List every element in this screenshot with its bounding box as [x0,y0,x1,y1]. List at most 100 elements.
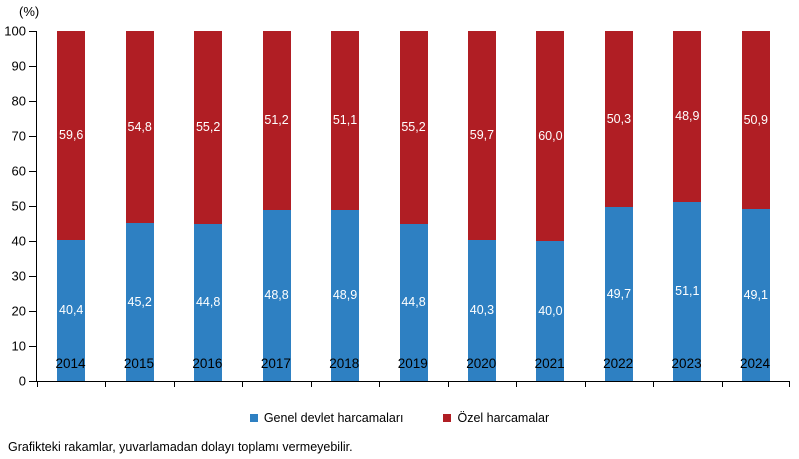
bar-value-label: 45,2 [127,294,152,309]
y-axis-tick-label: 70 [11,128,26,144]
x-axis-category-label: 2018 [329,356,360,371]
bar-value-label: 48,8 [264,288,289,303]
bar-value-label: 44,8 [195,295,221,310]
x-axis-tick [789,382,790,387]
y-axis-tick-label: 90 [11,58,26,74]
x-axis-tick [584,382,586,387]
x-axis-tick [721,382,723,387]
x-axis-category-label: 2016 [192,356,223,371]
bar-segment-genel-devlet-harcamalari: 45,2 [125,222,154,381]
x-axis-tick [379,382,381,387]
bar-value-label: 48,9 [675,109,700,124]
bar-segment-ozel-harcamalar: 55,2 [194,31,223,225]
bar-segment-ozel-harcamalar: 50,3 [604,31,633,208]
bar-segment-genel-devlet-harcamalari: 40,3 [467,239,496,381]
plot-area: 0 10 20 30 40 50 60 70 80 90 100 59,6 40,4 54,8 45,2 55… [4,25,790,388]
bar-value-label: 60,0 [538,128,563,143]
bar-column: 59,6 40,4 [57,31,86,381]
legend-label: Özel harcamalar [457,411,550,425]
bar-segment-genel-devlet-harcamalari: 49,7 [604,207,633,381]
bar-column: 50,3 49,7 [604,31,633,381]
bar-column: 59,7 40,3 [467,31,496,381]
bar-segment-ozel-harcamalar: 50,9 [741,31,770,210]
legend-item: Genel devlet harcamaları [249,411,404,425]
y-axis-tick-label: 0 [18,373,26,389]
x-axis-category-label: 2019 [397,356,428,371]
bar-value-label: 55,2 [195,120,221,135]
legend: Genel devlet harcamaları Özel harcamalar [0,411,799,425]
y-axis-tick-label: 40 [11,233,26,249]
x-axis-tick [242,382,244,387]
x-axis-tick [447,382,449,387]
x-axis-category-label: 2014 [55,356,86,371]
footnote: Grafikteki rakamlar, yuvarlamadan dolayı… [8,440,353,454]
bar-column: 55,2 44,8 [194,31,223,381]
x-axis-tick [173,382,175,387]
bar-column: 60,0 40,0 [536,31,565,381]
y-axis-tick [29,30,36,32]
bar-segment-genel-devlet-harcamalari: 51,1 [673,202,702,381]
bar-segment-genel-devlet-harcamalari: 40,0 [536,241,565,381]
bar-value-label: 51,1 [675,284,700,299]
y-axis-tick-label: 100 [4,23,26,39]
y-axis-tick-label: 10 [11,338,26,354]
x-axis-category-label: 2024 [740,356,771,371]
y-axis-tick-label: 80 [11,93,26,109]
bar-value-label: 49,7 [606,286,632,301]
y-axis-tick [29,170,36,172]
y-axis-tick-label: 60 [11,163,26,179]
y-axis-tick [29,205,36,207]
legend-item: Özel harcamalar [443,411,549,425]
y-axis-tick [29,65,36,67]
bar-value-label: 50,3 [606,111,632,126]
legend-swatch-icon [443,414,452,422]
x-axis-tick [516,382,518,387]
bar-value-label: 51,2 [264,113,289,128]
bar-value-label: 55,2 [401,120,426,135]
x-axis-tick [310,382,312,387]
bar-value-label: 40,3 [469,303,495,318]
x-axis-tick [37,382,38,387]
bar-column: 54,8 45,2 [125,31,154,381]
x-axis-category-label: 2021 [534,356,565,371]
bar-value-label: 50,9 [743,112,768,127]
bar-segment-genel-devlet-harcamalari: 48,9 [331,209,360,381]
bar-segment-ozel-harcamalar: 59,7 [467,31,496,240]
bar-segment-ozel-harcamalar: 51,2 [262,31,291,211]
bar-column: 51,2 48,8 [262,31,291,381]
x-axis-category-label: 2017 [260,356,291,371]
bar-segment-ozel-harcamalar: 55,2 [399,31,428,225]
bar-value-label: 54,8 [127,119,152,134]
legend-label: Genel devlet harcamaları [263,411,404,425]
legend-swatch-icon [249,414,258,422]
bar-column: 48,9 51,1 [673,31,702,381]
y-axis-tick [29,310,36,312]
bar-segment-genel-devlet-harcamalari: 44,8 [399,224,428,381]
y-axis-tick [29,135,36,137]
y-axis-tick-label: 20 [11,303,26,319]
bar-value-label: 44,8 [401,295,426,310]
bar-value-label: 59,6 [59,128,84,143]
bar-value-label: 40,4 [59,303,84,318]
bar-segment-genel-devlet-harcamalari: 40,4 [57,239,86,381]
x-axis-category-label: 2015 [123,356,154,371]
y-axis-tick [29,100,36,102]
y-axis-tick [29,345,36,347]
y-axis-tick [29,240,36,242]
y-axis-tick-label: 30 [11,268,26,284]
bar-segment-ozel-harcamalar: 60,0 [536,31,565,241]
bar-segment-ozel-harcamalar: 51,1 [331,31,360,210]
bar-value-label: 40,0 [538,303,563,318]
y-axis-title: (%) [19,4,40,19]
bar-segment-ozel-harcamalar: 48,9 [673,31,702,203]
y-axis-tick [29,275,36,277]
bar-column: 51,1 48,9 [331,31,360,381]
x-axis-category-label: 2022 [603,356,634,371]
y-axis-tick-label: 50 [11,198,26,214]
bar-column: 50,9 49,1 [741,31,770,381]
bar-segment-genel-devlet-harcamalari: 49,1 [741,209,770,381]
x-axis-category-label: 2020 [466,356,497,371]
bar-value-label: 49,1 [743,287,768,302]
x-axis-tick [653,382,655,387]
